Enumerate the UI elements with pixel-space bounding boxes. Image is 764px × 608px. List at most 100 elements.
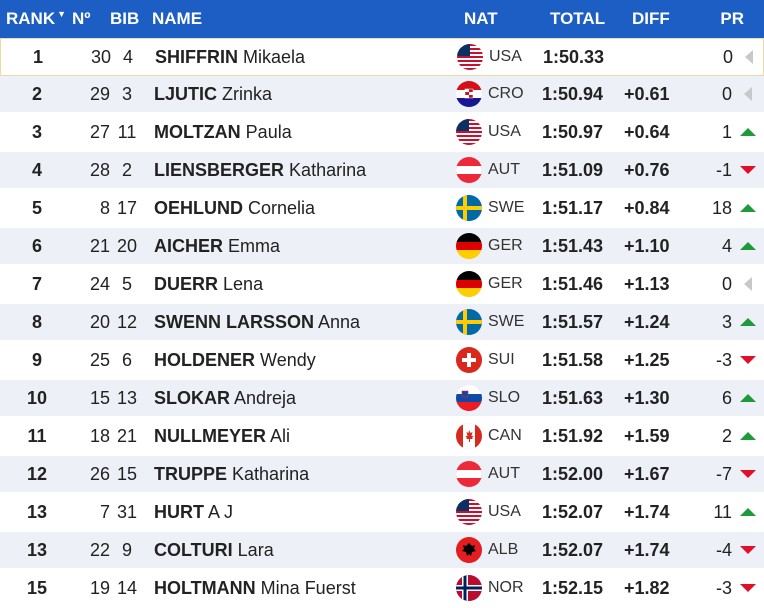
- athlete-name[interactable]: MOLTZAN Paula: [144, 122, 456, 143]
- diff-cell: +1.59: [624, 425, 670, 446]
- total-time-cell: 1:50.97: [542, 121, 604, 142]
- total-column-header[interactable]: TOTAL: [550, 9, 606, 28]
- usa-flag-icon: [456, 499, 482, 525]
- table-row[interactable]: 9 25 6 HOLDENER Wendy SUI 1:51.58 +1.25 -3: [0, 342, 764, 380]
- nation-cell: USA: [456, 119, 542, 145]
- table-row[interactable]: 11 18 21 NULLMEYER Ali CAN 1:51.92 +1.59 2: [0, 418, 764, 456]
- rank-cell: 7: [31, 273, 42, 294]
- diff-cell: +1.74: [624, 501, 670, 522]
- athlete-name[interactable]: OEHLUND Cornelia: [144, 198, 456, 219]
- athlete-given-name: Ali: [270, 425, 291, 446]
- athlete-given-name: A J: [208, 501, 234, 522]
- nation-code: CRO: [488, 85, 524, 102]
- arrow-up-icon: [740, 128, 756, 136]
- arrow-up-icon: [740, 432, 756, 440]
- table-row[interactable]: 12 26 15 TRUPPE Katharina AUT 1:52.00 +1.67 -7: [0, 456, 764, 494]
- rank-cell: 2: [31, 83, 42, 104]
- athlete-given-name: Paula: [245, 121, 292, 142]
- athlete-name[interactable]: HOLTMANN Mina Fuerst: [144, 578, 456, 599]
- athlete-given-name: Cornelia: [248, 197, 316, 218]
- swe-flag-icon: [456, 309, 482, 335]
- trend-indicator: [736, 432, 760, 440]
- total-time-cell: 1:51.63: [542, 387, 604, 408]
- bib-column-header[interactable]: BIB: [110, 9, 140, 28]
- arrow-left-icon: [744, 277, 752, 291]
- table-row[interactable]: 10 15 13 SLOKAR Andreja SLO 1:51.63 +1.30 6: [0, 380, 764, 418]
- no-column-header[interactable]: Nº: [72, 9, 91, 28]
- rank-cell: 10: [26, 387, 48, 408]
- bib-cell: 12: [116, 311, 138, 332]
- bib-cell: 20: [116, 235, 138, 256]
- table-row[interactable]: 13 7 31 HURT A J USA 1:52.07 +1.74 11: [0, 494, 764, 532]
- start-number-cell: 24: [89, 273, 110, 294]
- table-row[interactable]: 6 21 20 AICHER Emma GER 1:51.43 +1.10 4: [0, 228, 764, 266]
- athlete-name[interactable]: SLOKAR Andreja: [144, 388, 456, 409]
- table-row[interactable]: 1 30 4 SHIFFRIN Mikaela USA 1:50.33 0: [0, 38, 764, 76]
- athlete-name[interactable]: AICHER Emma: [144, 236, 456, 257]
- table-row[interactable]: 15 19 14 HOLTMANN Mina Fuerst NOR 1:52.15 +1.8…: [0, 570, 764, 608]
- athlete-given-name: Wendy: [260, 349, 316, 370]
- name-column-header[interactable]: NAME: [152, 9, 203, 28]
- athlete-name[interactable]: TRUPPE Katharina: [144, 464, 456, 485]
- trend-indicator: [736, 394, 760, 402]
- position-change-cell: -3: [715, 577, 732, 598]
- bib-cell: 11: [117, 121, 137, 142]
- athlete-surname: AICHER: [154, 235, 224, 256]
- athlete-name[interactable]: HURT A J: [144, 502, 456, 523]
- table-row[interactable]: 2 29 3 LJUTIC Zrinka CRO 1:50.94 +0.61 0: [0, 76, 764, 114]
- arrow-up-icon: [740, 394, 756, 402]
- total-time-cell: 1:50.33: [543, 46, 605, 67]
- table-row[interactable]: 3 27 11 MOLTZAN Paula USA 1:50.97 +0.64 1: [0, 114, 764, 152]
- sort-icon[interactable]: ▼: [57, 9, 67, 19]
- diff-cell: +1.10: [624, 235, 670, 256]
- athlete-name[interactable]: DUERR Lena: [144, 274, 456, 295]
- rank-column-header[interactable]: RANK ▼: [6, 9, 67, 28]
- table-row[interactable]: 8 20 12 SWENN LARSSON Anna SWE 1:51.57 +1.24 3: [0, 304, 764, 342]
- bib-cell: 15: [116, 463, 138, 484]
- athlete-name[interactable]: SWENN LARSSON Anna: [144, 312, 456, 333]
- trend-indicator: [736, 318, 760, 326]
- diff-column-header[interactable]: DIFF: [632, 9, 670, 28]
- athlete-given-name: Andreja: [234, 387, 297, 408]
- athlete-name[interactable]: LIENSBERGER Katharina: [144, 160, 456, 181]
- total-time-cell: 1:52.07: [542, 539, 604, 560]
- total-time-cell: 1:50.94: [542, 83, 604, 104]
- nation-code: GER: [488, 237, 523, 254]
- athlete-name[interactable]: SHIFFRIN Mikaela: [145, 47, 457, 68]
- athlete-name[interactable]: NULLMEYER Ali: [144, 426, 456, 447]
- cro-flag-icon: [456, 81, 482, 107]
- trend-indicator: [736, 470, 760, 478]
- diff-cell: +1.25: [624, 349, 670, 370]
- nor-flag-icon: [456, 575, 482, 601]
- athlete-name[interactable]: HOLDENER Wendy: [144, 350, 456, 371]
- rank-cell: 11: [27, 425, 47, 446]
- athlete-given-name: Mikaela: [243, 46, 306, 67]
- nation-code: AUT: [488, 161, 520, 178]
- athlete-surname: LIENSBERGER: [154, 159, 285, 180]
- arrow-left-icon: [745, 50, 753, 64]
- nation-cell: CAN: [456, 423, 542, 449]
- nation-code: USA: [489, 48, 522, 65]
- position-change-cell: 0: [722, 46, 733, 67]
- table-header: RANK ▼ Nº BIB NAME NAT TOTAL DIFF PR: [0, 0, 764, 38]
- nat-column-header[interactable]: NAT: [464, 9, 498, 28]
- start-number-cell: 29: [89, 83, 110, 104]
- pr-column-header[interactable]: PR: [720, 9, 744, 28]
- bib-cell: 21: [116, 425, 138, 446]
- table-row[interactable]: 13 22 9 COLTURI Lara ALB 1:52.07 +1.74 -4: [0, 532, 764, 570]
- table-row[interactable]: 5 8 17 OEHLUND Cornelia SWE 1:51.17 +0.84 18: [0, 190, 764, 228]
- position-change-cell: 0: [721, 83, 732, 104]
- bib-cell: 5: [121, 273, 132, 294]
- sui-flag-icon: [456, 347, 482, 373]
- table-row[interactable]: 7 24 5 DUERR Lena GER 1:51.46 +1.13 0: [0, 266, 764, 304]
- nation-code: GER: [488, 275, 523, 292]
- athlete-given-name: Lena: [223, 273, 264, 294]
- table-row[interactable]: 4 28 2 LIENSBERGER Katharina AUT 1:51.09 +0.76…: [0, 152, 764, 190]
- aut-flag-icon: [456, 461, 482, 487]
- diff-cell: +1.24: [624, 311, 670, 332]
- arrow-up-icon: [740, 204, 756, 212]
- athlete-given-name: Lara: [237, 539, 274, 560]
- athlete-name[interactable]: COLTURI Lara: [144, 540, 456, 561]
- athlete-name[interactable]: LJUTIC Zrinka: [144, 84, 456, 105]
